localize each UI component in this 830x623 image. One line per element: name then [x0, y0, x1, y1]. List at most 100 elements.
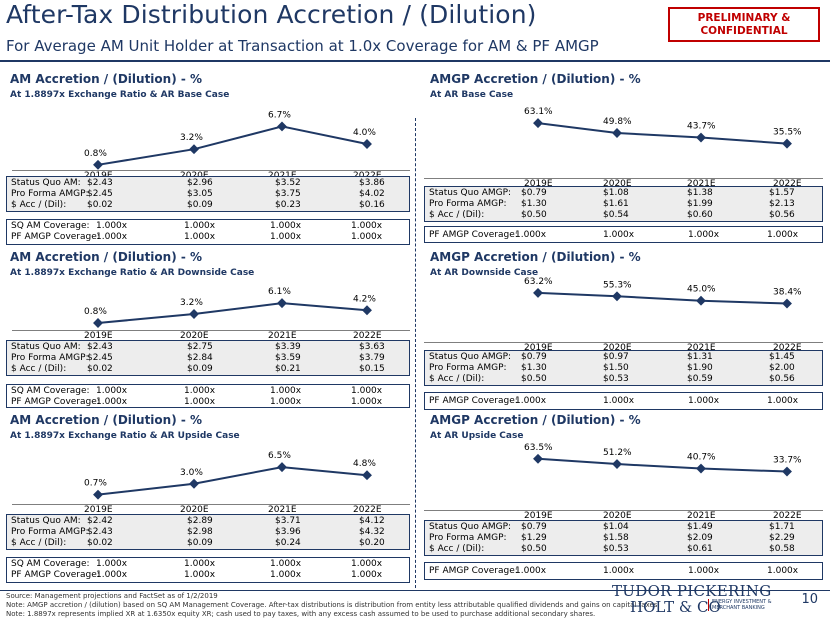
row-label: Status Quo AM:	[11, 342, 81, 352]
table-cell: $2.45	[87, 189, 113, 199]
am_base-values-table: Status Quo AM: $2.43 $2.96 $3.52 $3.86 Pro Fo…	[6, 176, 410, 212]
table-cell: $1.29	[521, 533, 547, 543]
table-cell: $2.43	[87, 342, 113, 352]
am_up-data-label-3: 6.5%	[268, 451, 291, 461]
panel-divider	[415, 118, 416, 588]
amgp_base-x-tick-4: 2022E	[773, 179, 802, 189]
amgp_base-data-label-2: 49.8%	[603, 117, 632, 127]
am_base-title: AM Accretion / (Dilution) - %	[10, 72, 203, 86]
logo-line-2: HOLT & CO	[630, 598, 721, 616]
amgp_up-data-label-3: 40.7%	[687, 453, 716, 463]
amgp_base-subtitle: At AR Base Case	[430, 90, 514, 100]
table-row: Pro Forma AMGP: $2.45 $3.05 $3.75 $4.02	[7, 189, 409, 200]
table-cell: $2.98	[187, 527, 213, 537]
table-cell: $1.30	[521, 363, 547, 373]
am_base-data-label-3: 6.7%	[268, 110, 291, 120]
amgp_base-values-table: Status Quo AMGP: $0.79 $1.08 $1.38 $1.57 Pro …	[424, 186, 823, 222]
amgp_base-x-axis: 2019E 2020E 2021E 2022E	[424, 178, 823, 190]
amgp_down-values-table: Status Quo AMGP: $0.79 $0.97 $1.31 $1.45 Pro …	[424, 350, 823, 386]
page-subtitle: For Average AM Unit Holder at Transactio…	[6, 37, 599, 55]
amgp_up-x-tick-4: 2022E	[773, 511, 802, 521]
row-label: $ Acc / (Dil):	[429, 210, 485, 220]
coverage-row: PF AMGP Coverage: 1.000x 1.000x 1.000x 1.000…	[425, 566, 822, 577]
table-cell: $0.58	[769, 544, 795, 554]
row-label: Status Quo AMGP:	[429, 188, 512, 198]
header-rule	[0, 60, 830, 62]
table-cell: $1.58	[603, 533, 629, 543]
coverage-row: PF AMGP Coverage: 1.000x 1.000x 1.000x 1.000…	[425, 230, 822, 241]
table-cell: $0.56	[769, 210, 795, 220]
table-cell: $3.52	[275, 178, 301, 188]
table-cell: $1.30	[521, 199, 547, 209]
row-label: $ Acc / (Dil):	[429, 374, 485, 384]
coverage-cell: 1.000x	[351, 232, 383, 242]
table-cell: $0.50	[521, 374, 547, 384]
am_down-data-label-1: 0.8%	[84, 307, 107, 317]
coverage-label: PF AMGP Coverage:	[429, 230, 518, 240]
am_up-data-label-2: 3.0%	[180, 468, 203, 478]
coverage-label: SQ AM Coverage:	[11, 221, 90, 231]
amgp_down-marker-2	[612, 291, 622, 302]
stamp-line-2: CONFIDENTIAL	[700, 25, 788, 37]
am_down-data-label-2: 3.2%	[180, 298, 203, 308]
table-cell: $3.59	[275, 353, 301, 363]
table-cell: $0.09	[187, 364, 213, 374]
amgp_up-x-tick-2: 2020E	[603, 511, 632, 521]
amgp_base-marker-3	[696, 132, 706, 143]
coverage-cell: 1.000x	[96, 386, 128, 396]
am_down-x-axis: 2019E 2020E 2021E 2022E	[12, 330, 410, 342]
table-cell: $2.43	[87, 178, 113, 188]
table-cell: $0.56	[769, 374, 795, 384]
amgp_base-title: AMGP Accretion / (Dilution) - %	[430, 72, 641, 86]
coverage-label: PF AMGP Coverage:	[429, 566, 518, 576]
amgp_down-x-tick-1: 2019E	[524, 343, 553, 353]
table-cell: $0.97	[603, 352, 629, 362]
table-cell: $1.04	[603, 522, 629, 532]
am_down-x-tick-1: 2019E	[84, 331, 113, 341]
coverage-cell: 1.000x	[351, 221, 383, 231]
am_up-marker-4	[362, 470, 372, 481]
am_down-subtitle: At 1.8897x Exchange Ratio & AR Downside …	[10, 268, 255, 278]
table-cell: $2.42	[87, 516, 113, 526]
table-row: Status Quo AMGP: $0.79 $1.08 $1.38 $1.57	[425, 188, 822, 199]
am_up-x-tick-2: 2020E	[180, 505, 209, 515]
amgp_up-x-tick-3: 2021E	[687, 511, 716, 521]
table-row: Status Quo AM: $2.43 $2.75 $3.39 $3.63	[7, 342, 409, 353]
am_base-marker-2	[189, 144, 199, 155]
am_up-x-tick-1: 2019E	[84, 505, 113, 515]
row-label: Pro Forma AMGP:	[11, 189, 89, 199]
coverage-cell: 1.000x	[351, 386, 383, 396]
coverage-cell: 1.000x	[351, 570, 383, 580]
table-cell: $2.45	[87, 353, 113, 363]
am_base-subtitle: At 1.8897x Exchange Ratio & AR Base Case	[10, 90, 230, 100]
amgp_down-x-tick-2: 2020E	[603, 343, 632, 353]
am_up-marker-2	[189, 478, 199, 489]
coverage-label: PF AMGP Coverage:	[11, 570, 100, 580]
coverage-row: PF AMGP Coverage: 1.000x 1.000x 1.000x 1.000…	[7, 232, 409, 243]
amgp_base-data-label-3: 43.7%	[687, 122, 716, 132]
preliminary-confidential-stamp: PRELIMINARY & CONFIDENTIAL	[668, 7, 820, 42]
table-cell: $0.54	[603, 210, 629, 220]
am_up-data-label-1: 0.7%	[84, 479, 107, 489]
row-label: $ Acc / (Dil):	[11, 538, 67, 548]
amgp_base-data-label-1: 63.1%	[524, 107, 553, 117]
table-cell: $0.79	[521, 188, 547, 198]
amgp_base-data-label-4: 35.5%	[773, 128, 802, 138]
am_down-values-table: Status Quo AM: $2.43 $2.75 $3.39 $3.63 Pro Fo…	[6, 340, 410, 376]
amgp_base-coverage-table: PF AMGP Coverage: 1.000x 1.000x 1.000x 1.000…	[424, 226, 823, 243]
am_down-series-line	[97, 302, 368, 324]
amgp_base-x-tick-2: 2020E	[603, 179, 632, 189]
am_up-coverage-table: SQ AM Coverage: 1.000x 1.000x 1.000x 1.000x P…	[6, 557, 410, 583]
amgp_down-x-tick-3: 2021E	[687, 343, 716, 353]
footer-rule	[0, 590, 830, 591]
amgp_up-coverage-table: PF AMGP Coverage: 1.000x 1.000x 1.000x 1.000…	[424, 562, 823, 580]
coverage-label: PF AMGP Coverage:	[11, 232, 100, 242]
coverage-cell: 1.000x	[96, 221, 128, 231]
row-label: $ Acc / (Dil):	[11, 364, 67, 374]
amgp_up-values-table: Status Quo AMGP: $0.79 $1.04 $1.49 $1.71 Pro …	[424, 520, 823, 556]
table-row: Pro Forma AMGP: $1.30 $1.61 $1.99 $2.13	[425, 199, 822, 210]
table-cell: $2.96	[187, 178, 213, 188]
amgp_up-marker-3	[696, 463, 706, 474]
coverage-row: SQ AM Coverage: 1.000x 1.000x 1.000x 1.000x	[7, 386, 409, 397]
